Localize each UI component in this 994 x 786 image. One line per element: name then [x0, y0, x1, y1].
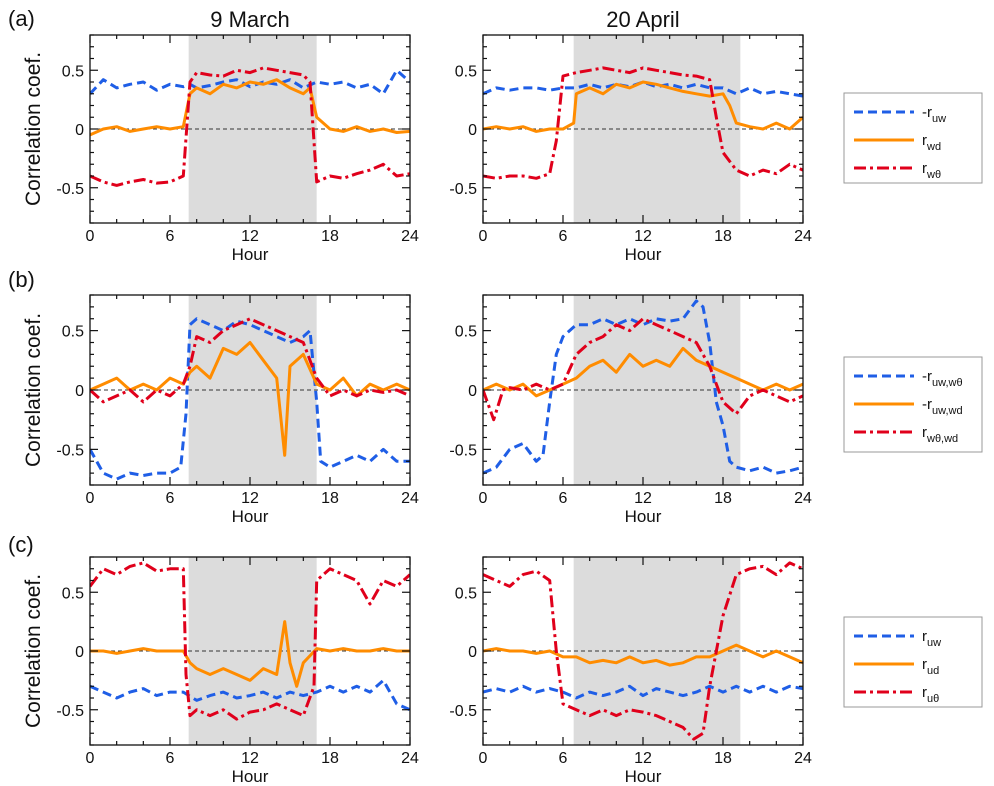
x-tick-label: 12: [634, 228, 652, 245]
series-line-solid: [483, 643, 803, 667]
x-tick-label: 24: [794, 750, 812, 767]
x-tick-label: 24: [401, 228, 419, 245]
x-axis-title: Hour: [625, 245, 662, 264]
x-tick-label: 6: [166, 750, 175, 767]
legend-label: -ruw,wd: [922, 396, 963, 417]
x-tick-label: 18: [321, 750, 339, 767]
column-title: 20 April: [606, 7, 679, 32]
y-tick-label: 0.5: [455, 585, 477, 602]
legend-label: -ruw,wθ: [922, 368, 963, 389]
legend-label: rud: [922, 656, 939, 677]
series-line-dashed: [90, 68, 410, 96]
x-tick-label: 12: [241, 490, 259, 507]
x-tick-label: 0: [479, 490, 488, 507]
series-line-dashdot: [483, 561, 803, 741]
x-tick-label: 0: [86, 228, 95, 245]
legend-label: rwθ: [922, 160, 941, 181]
x-tick-label: 24: [794, 490, 812, 507]
y-tick-label: 0: [468, 383, 477, 400]
legend-label: ruθ: [922, 684, 939, 705]
x-axis-title: Hour: [232, 767, 269, 786]
series-line-dashdot: [483, 317, 803, 422]
column-title: 9 March: [210, 7, 289, 32]
x-tick-label: 18: [714, 750, 732, 767]
series-line-dashed: [483, 299, 803, 475]
y-tick-label: 0: [75, 122, 84, 139]
y-axis-title: Correlation coef.: [22, 574, 45, 728]
x-axis-title: Hour: [232, 245, 269, 264]
legend-label: rwθ,wd: [922, 424, 958, 445]
y-tick-label: -0.5: [56, 181, 84, 198]
daytime-shade: [573, 35, 741, 223]
daytime-shade: [573, 295, 741, 485]
x-tick-label: 18: [321, 228, 339, 245]
x-tick-label: 6: [559, 750, 568, 767]
x-tick-label: 12: [634, 490, 652, 507]
series-line-dashdot: [90, 317, 410, 404]
y-tick-label: -0.5: [449, 181, 477, 198]
x-tick-label: 6: [559, 490, 568, 507]
x-tick-label: 18: [714, 228, 732, 245]
y-tick-label: 0: [75, 383, 84, 400]
y-axis-title: Correlation coef.: [22, 52, 45, 206]
legend: -ruw,wθ -ruw,wd rwθ,wd: [843, 356, 983, 453]
series-line-solid: [90, 620, 410, 688]
x-tick-label: 18: [714, 490, 732, 507]
y-tick-label: 0.5: [62, 63, 84, 80]
y-tick-label: 0: [468, 122, 477, 139]
legend-label: ruw: [922, 628, 941, 649]
y-tick-label: 0.5: [455, 63, 477, 80]
x-tick-label: 12: [241, 228, 259, 245]
panel-letter: (c): [8, 532, 34, 557]
x-tick-label: 0: [479, 228, 488, 245]
panel-letter: (b): [8, 267, 35, 292]
x-tick-label: 24: [401, 490, 419, 507]
series-line-solid: [90, 78, 410, 137]
series-line-dashed: [90, 678, 410, 712]
y-tick-label: -0.5: [449, 442, 477, 459]
legend-label: rwd: [922, 132, 941, 153]
x-tick-label: 12: [634, 750, 652, 767]
x-tick-label: 6: [559, 228, 568, 245]
x-tick-label: 24: [794, 228, 812, 245]
series-line-dashdot: [483, 66, 803, 180]
series-line-solid: [483, 80, 803, 133]
x-axis-title: Hour: [232, 507, 269, 526]
x-tick-label: 0: [86, 490, 95, 507]
y-tick-label: 0.5: [62, 324, 84, 341]
x-tick-label: 18: [321, 490, 339, 507]
x-tick-label: 6: [166, 228, 175, 245]
series-line-dashdot: [90, 66, 410, 187]
x-tick-label: 0: [479, 750, 488, 767]
y-tick-label: -0.5: [56, 442, 84, 459]
x-axis-title: Hour: [625, 507, 662, 526]
legend: -ruw rwd rwθ: [843, 92, 983, 184]
series-line-dashdot: [90, 561, 410, 721]
y-tick-label: -0.5: [56, 703, 84, 720]
x-tick-label: 24: [401, 750, 419, 767]
daytime-shade: [573, 557, 741, 745]
x-tick-label: 0: [86, 750, 95, 767]
y-tick-label: 0: [75, 644, 84, 661]
series-line-dashed: [90, 317, 410, 481]
panel-letter: (a): [8, 6, 35, 31]
y-tick-label: 0.5: [455, 324, 477, 341]
legend-box: [843, 92, 983, 184]
legend-label: -ruw: [922, 104, 946, 125]
x-tick-label: 12: [241, 750, 259, 767]
x-tick-label: 6: [166, 490, 175, 507]
legend: ruw rud ruθ: [843, 616, 983, 708]
series-line-solid: [483, 346, 803, 398]
legend-box: [843, 616, 983, 708]
series-line-dashed: [483, 684, 803, 700]
y-axis-title: Correlation coef.: [22, 313, 45, 467]
y-tick-label: 0.5: [62, 585, 84, 602]
series-line-solid: [90, 341, 410, 457]
x-axis-title: Hour: [625, 767, 662, 786]
y-tick-label: 0: [468, 644, 477, 661]
y-tick-label: -0.5: [449, 703, 477, 720]
